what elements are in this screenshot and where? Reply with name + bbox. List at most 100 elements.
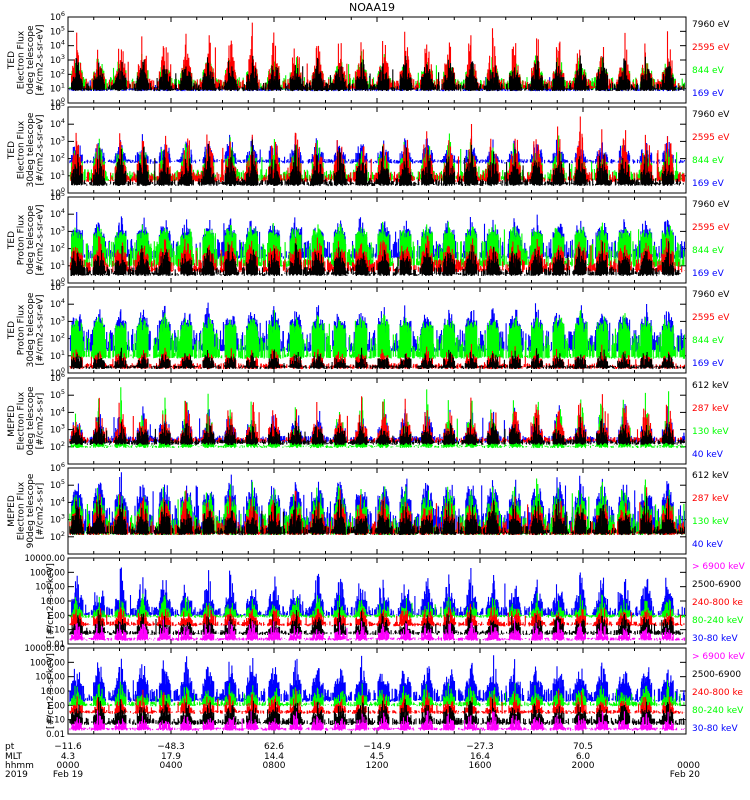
legend-entry: 169 eV xyxy=(692,179,725,189)
y-tick-base: 10 xyxy=(50,99,61,109)
series-traces xyxy=(69,22,685,92)
time-axis-tick-label: 62.6 xyxy=(264,742,284,752)
y-tick-label: 102 xyxy=(50,67,65,80)
y-axis-label-line: MEPED xyxy=(7,405,17,437)
y-tick-label: 101 xyxy=(50,169,65,182)
y-tick-exp: 5 xyxy=(61,190,65,198)
y-tick-label: 0.10 xyxy=(46,716,65,726)
legend-entry: 2595 eV xyxy=(692,313,730,323)
legend-entry: 80-240 keV xyxy=(692,706,744,716)
legend-entry: 7960 eV xyxy=(692,110,730,120)
time-axis-tick-label: 0400 xyxy=(160,761,183,771)
y-tick-exp: 6 xyxy=(61,10,65,18)
y-axis-label-line: [#/cm2-s-sr] xyxy=(36,393,46,450)
y-tick-exp: 2 xyxy=(61,332,65,340)
y-tick-label: 104 xyxy=(50,405,65,418)
y-tick-label: 103 xyxy=(50,513,65,526)
y-tick-label: 102 xyxy=(50,242,65,255)
y-tick-exp: 5 xyxy=(61,478,65,486)
y-tick-label: 1000.00 xyxy=(30,568,65,578)
time-axis-tick-label: −27.3 xyxy=(466,742,494,752)
y-tick-base: 10 xyxy=(50,13,61,23)
time-axis-tick-label: 0800 xyxy=(263,761,286,771)
series-trace-0 xyxy=(69,347,685,370)
y-tick-label: 100.00 xyxy=(35,583,65,593)
y-tick-label: 104 xyxy=(50,207,65,220)
y-axis-label-line: [#/cm2-s-sr-eV] xyxy=(36,115,46,186)
y-tick-label: 1.00 xyxy=(46,611,65,621)
y-tick-label: 104 xyxy=(50,495,65,508)
y-tick-label: 0.10 xyxy=(46,626,65,636)
y-tick-label: 1000.00 xyxy=(30,658,65,668)
legend-entry: 2500-6900 xyxy=(692,580,741,590)
y-tick-exp: 1 xyxy=(61,349,65,357)
legend-entry: 40 keV xyxy=(692,540,724,550)
legend-entry: 287 keV xyxy=(692,404,729,414)
time-axis-tick-label: 1600 xyxy=(469,761,492,771)
y-tick-label: 101 xyxy=(50,82,65,95)
y-tick-label: 104 xyxy=(50,297,65,310)
y-axis-label-line: [#/cm2-s-sr-eV] xyxy=(36,205,46,276)
time-axis-tick-label: Feb 20 xyxy=(670,770,701,780)
y-tick-base: 10 xyxy=(50,227,61,237)
y-tick-exp: 3 xyxy=(61,314,65,322)
series-trace-3 xyxy=(69,680,685,707)
y-tick-base: 10 xyxy=(50,335,61,345)
y-tick-label: 104 xyxy=(50,39,65,52)
y-tick-label: 100 xyxy=(50,96,65,109)
y-tick-base: 10 xyxy=(50,374,61,384)
time-axis-tick-label: 0000 xyxy=(57,761,80,771)
series-traces xyxy=(69,567,685,641)
y-axis-label-line: 0deg telescope xyxy=(26,386,36,456)
time-axis-tick-label: 14.4 xyxy=(264,752,284,762)
y-tick-exp: 6 xyxy=(61,461,65,469)
y-axis-label-line: TED xyxy=(7,141,17,160)
y-tick-base: 10 xyxy=(50,369,61,379)
y-tick-base: 10 xyxy=(50,245,61,255)
y-tick-label: 105 xyxy=(50,190,65,203)
y-tick-exp: 2 xyxy=(61,152,65,160)
y-axis-label-line: [#/cm2-s-sr-keV] xyxy=(46,563,56,639)
series-trace-4 xyxy=(69,655,685,703)
y-tick-exp: 6 xyxy=(61,371,65,379)
time-axis-tick-label: −11.6 xyxy=(54,742,82,752)
y-tick-base: 10 xyxy=(50,408,61,418)
y-tick-base: 10 xyxy=(50,210,61,220)
y-tick-base: 10 xyxy=(50,464,61,474)
legend-entry: > 6900 keV xyxy=(692,562,746,572)
time-axis-row-label: hhmm xyxy=(5,761,34,771)
legend-entry: 240-800 ke xyxy=(692,688,743,698)
time-axis-tick-label: 17.9 xyxy=(161,752,181,762)
y-tick-base: 10 xyxy=(50,189,61,199)
y-tick-label: 10000.00 xyxy=(24,554,65,564)
legend-entry: 169 eV xyxy=(692,89,725,99)
y-axis-label-line: MEPED xyxy=(7,495,17,527)
series-trace-0 xyxy=(69,496,685,536)
y-axis-label-line: [#/cm2-s-sr-eV] xyxy=(36,295,46,366)
y-tick-base: 10 xyxy=(50,172,61,182)
legend-entry: 844 eV xyxy=(692,336,725,346)
y-tick-base: 10 xyxy=(50,481,61,491)
legend-entry: 80-240 keV xyxy=(692,616,744,626)
legend-entry: 612 keV xyxy=(692,471,729,481)
legend-entry: 30-80 keV xyxy=(692,634,738,644)
y-tick-exp: 2 xyxy=(61,440,65,448)
y-tick-label: 106 xyxy=(50,10,65,23)
y-tick-label: 105 xyxy=(50,478,65,491)
y-tick-label: 0.01 xyxy=(46,730,65,740)
y-tick-base: 10 xyxy=(50,56,61,66)
y-axis-label-line: TED xyxy=(7,321,17,340)
y-tick-exp: 2 xyxy=(61,242,65,250)
series-trace-0 xyxy=(69,618,685,641)
legend-entry: 169 eV xyxy=(692,269,725,279)
time-axis-tick-label: 4.3 xyxy=(61,752,75,762)
y-axis-label-line: 0deg telescope xyxy=(26,205,36,275)
y-tick-label: 100 xyxy=(50,186,65,199)
figure-title: NOAA19 xyxy=(349,1,395,14)
legend-entry: 7960 eV xyxy=(692,290,730,300)
y-tick-exp: 3 xyxy=(61,224,65,232)
y-tick-base: 10 xyxy=(50,300,61,310)
y-tick-base: 10 xyxy=(50,317,61,327)
y-axis-label-line: Electron Flux xyxy=(17,30,27,89)
